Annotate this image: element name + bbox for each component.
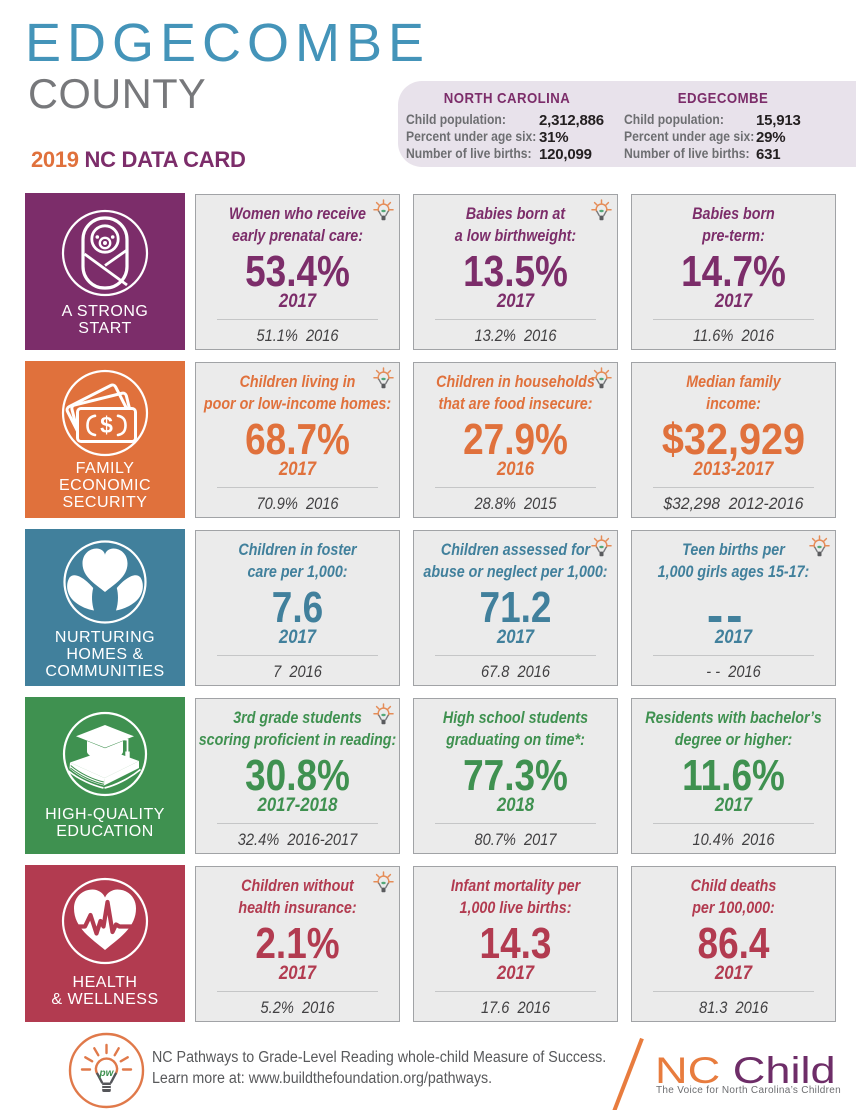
- svg-text:$: $: [100, 412, 113, 438]
- svg-text:pw: pw: [99, 1068, 115, 1079]
